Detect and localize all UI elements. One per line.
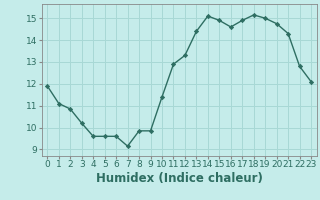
- X-axis label: Humidex (Indice chaleur): Humidex (Indice chaleur): [96, 172, 263, 185]
